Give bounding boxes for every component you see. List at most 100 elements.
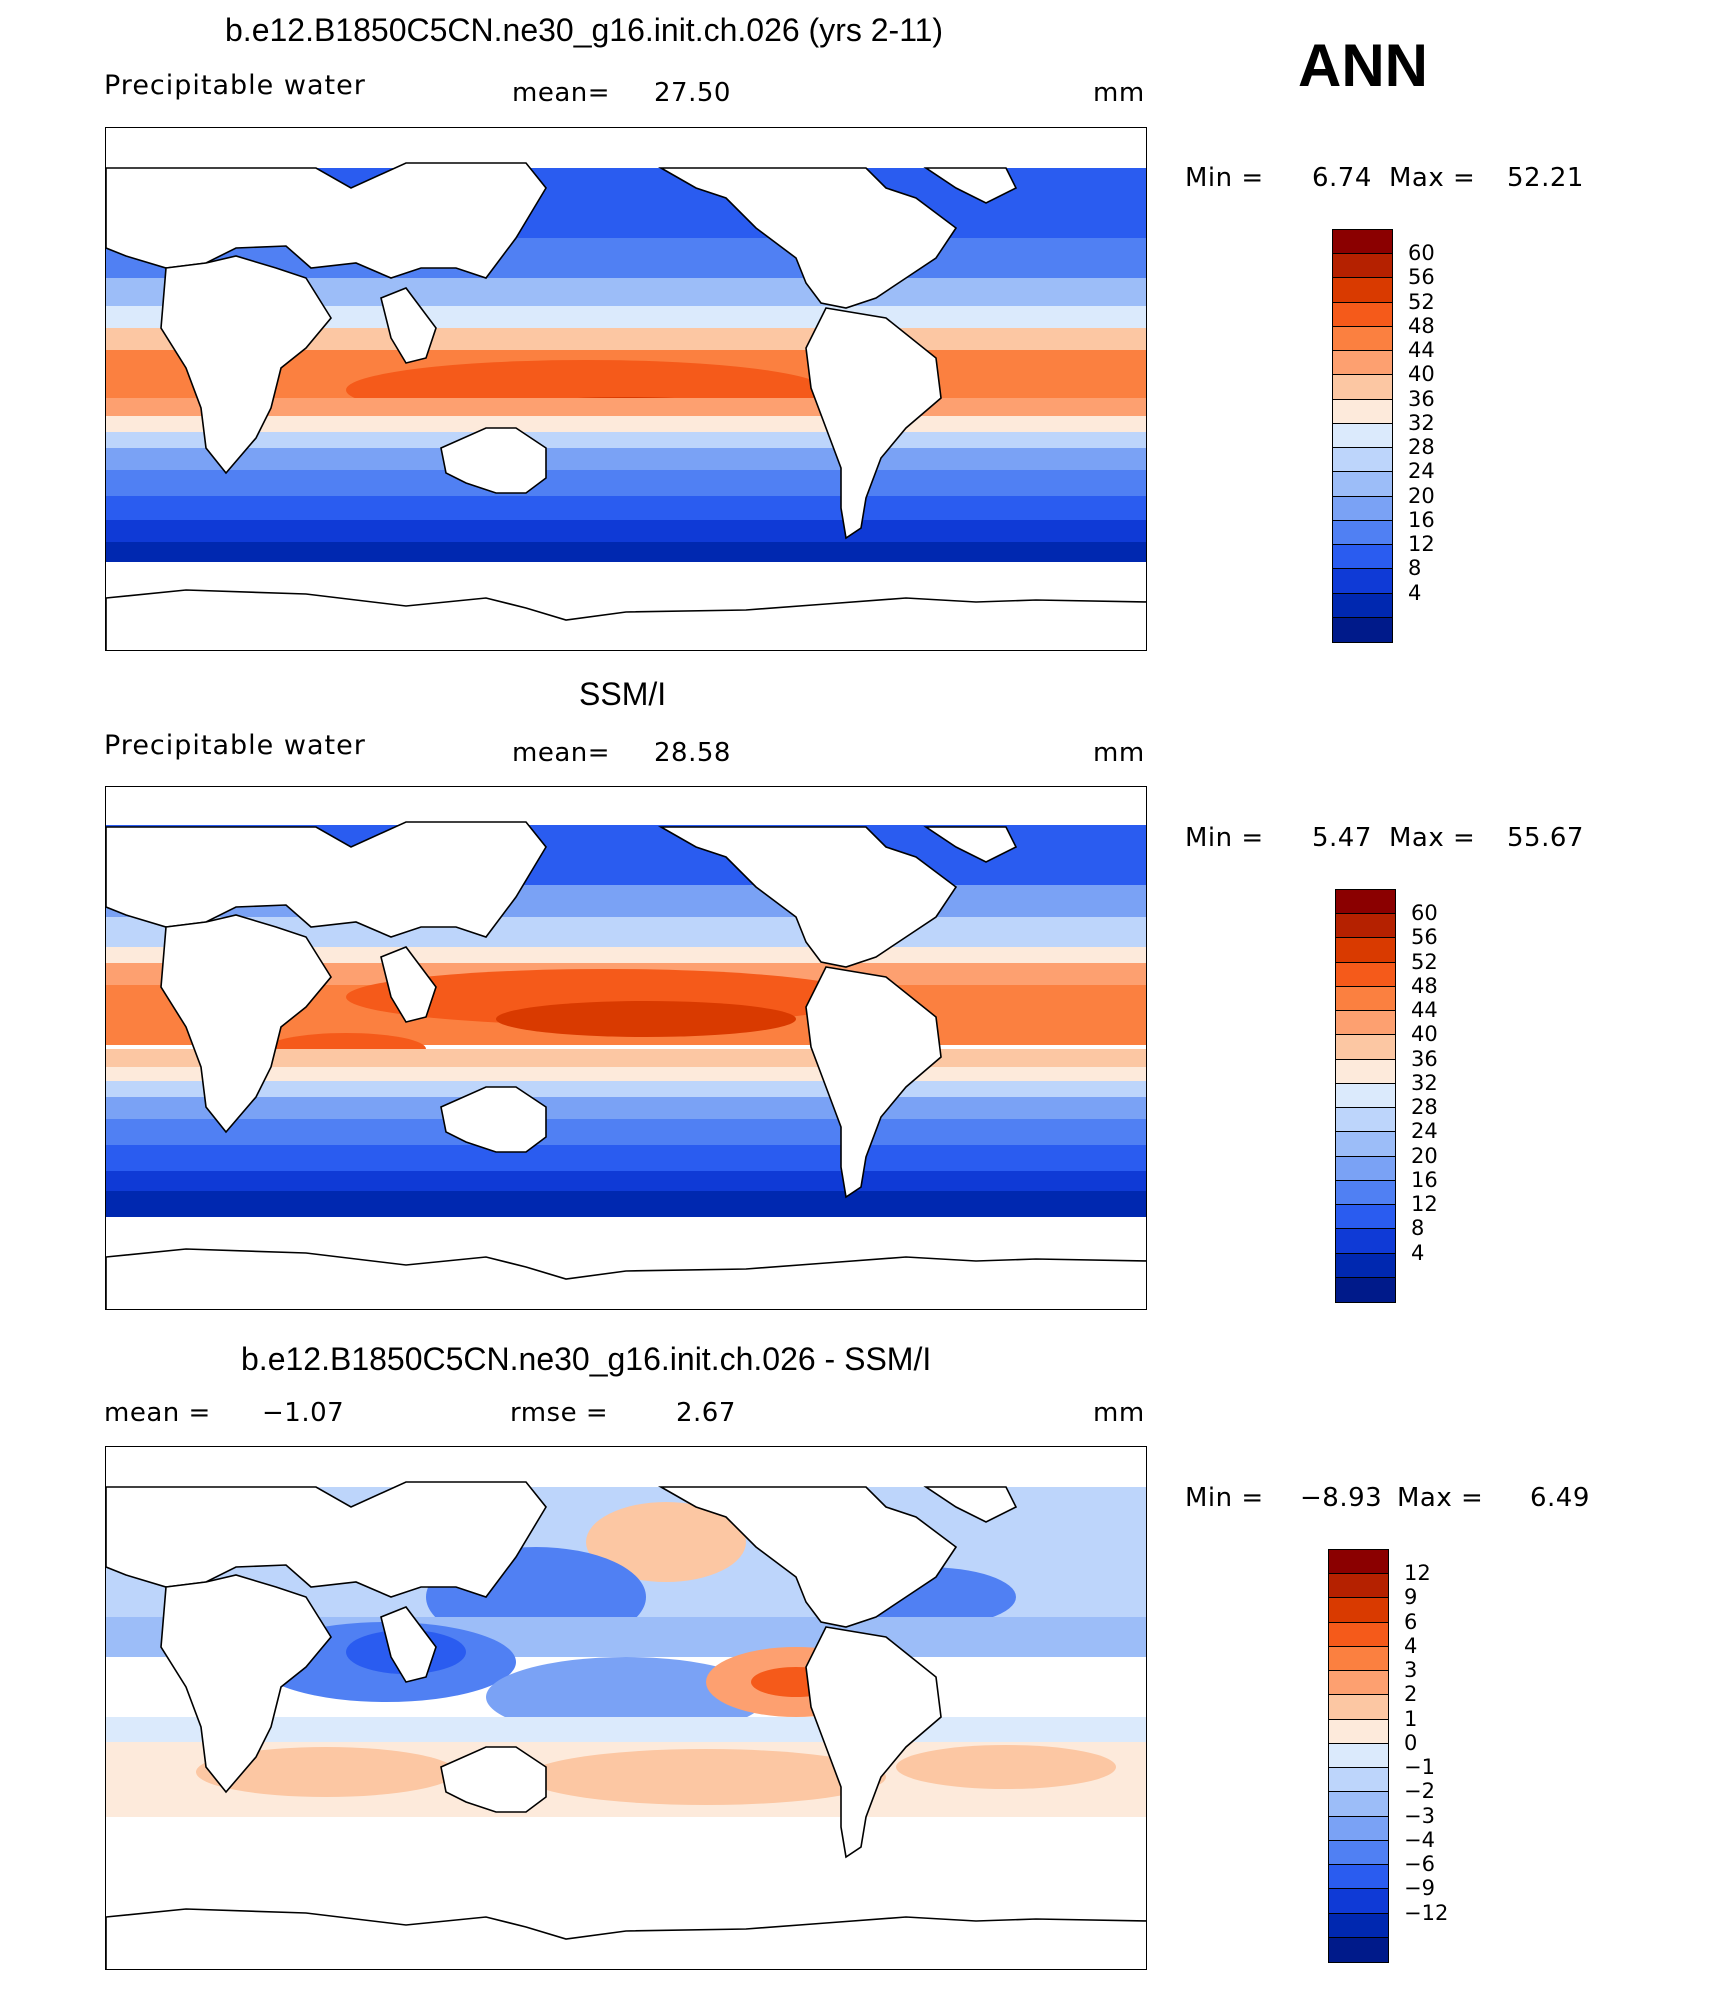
panel1-land xyxy=(106,162,1146,650)
panel2-colorbar xyxy=(1335,889,1396,1303)
colorbar-swatch xyxy=(1333,326,1392,352)
colorbar-swatch xyxy=(1336,1156,1395,1181)
colorbar-swatch xyxy=(1333,351,1392,376)
colorbar-swatch xyxy=(1336,1277,1395,1302)
panel3-min-value: −8.93 xyxy=(1300,1483,1383,1513)
colorbar-tick-label: 3 xyxy=(1404,1658,1418,1683)
panel3-rmse-label: rmse = xyxy=(510,1398,609,1428)
colorbar-tick-label: 12 xyxy=(1408,532,1435,557)
panel1-mean-label: mean= xyxy=(512,78,611,108)
colorbar-swatch xyxy=(1329,1865,1388,1890)
season-label: ANN xyxy=(1298,32,1428,99)
colorbar-swatch xyxy=(1333,545,1392,570)
colorbar-swatch xyxy=(1333,448,1392,473)
colorbar-swatch xyxy=(1329,1622,1388,1647)
colorbar-swatch xyxy=(1333,302,1392,327)
colorbar-tick-label: 6 xyxy=(1404,1609,1418,1634)
colorbar-tick-label: 40 xyxy=(1411,1022,1438,1047)
colorbar-tick-label: 32 xyxy=(1408,410,1435,435)
colorbar-swatch xyxy=(1333,496,1392,521)
colorbar-tick-label: −1 xyxy=(1404,1755,1435,1780)
colorbar-tick-label: 56 xyxy=(1411,925,1438,950)
colorbar-tick-label: 2 xyxy=(1404,1682,1418,1707)
colorbar-swatch xyxy=(1333,230,1392,255)
panel1-min-label: Min = xyxy=(1185,163,1264,193)
colorbar-swatch xyxy=(1329,1816,1388,1841)
panel2-mean-value: 28.58 xyxy=(654,738,731,768)
colorbar-tick-label: 8 xyxy=(1411,1216,1425,1241)
colorbar-tick-label: 60 xyxy=(1411,901,1438,926)
colorbar-tick-label: 1 xyxy=(1404,1706,1418,1731)
colorbar-swatch xyxy=(1336,1253,1395,1278)
colorbar-swatch xyxy=(1333,569,1392,594)
colorbar-tick-label: 24 xyxy=(1408,459,1435,484)
panel2-min-value: 5.47 xyxy=(1312,823,1372,853)
colorbar-tick-label: 12 xyxy=(1404,1561,1431,1586)
panel1-colorbar xyxy=(1332,229,1393,643)
colorbar-swatch xyxy=(1329,1889,1388,1914)
colorbar-swatch xyxy=(1329,1695,1388,1720)
panel1-max-label: Max = xyxy=(1389,163,1476,193)
colorbar-tick-label: 4 xyxy=(1408,580,1422,605)
panel3-rmse-value: 2.67 xyxy=(676,1398,736,1428)
colorbar-swatch xyxy=(1336,938,1395,963)
colorbar-swatch xyxy=(1333,375,1392,400)
colorbar-tick-label: 8 xyxy=(1408,556,1422,581)
colorbar-swatch xyxy=(1329,1646,1388,1672)
colorbar-swatch xyxy=(1329,1792,1388,1817)
colorbar-tick-label: −3 xyxy=(1404,1803,1435,1828)
colorbar-swatch xyxy=(1336,890,1395,915)
colorbar-swatch xyxy=(1333,617,1392,642)
colorbar-tick-label: 36 xyxy=(1408,386,1435,411)
colorbar-swatch xyxy=(1336,1229,1395,1254)
panel3-max-label: Max = xyxy=(1397,1483,1484,1513)
colorbar-swatch xyxy=(1329,1574,1388,1599)
panel3-mean-value: −1.07 xyxy=(262,1398,345,1428)
panel2-land xyxy=(106,821,1146,1309)
colorbar-swatch xyxy=(1336,962,1395,987)
panel3-map xyxy=(105,1446,1147,1970)
colorbar-swatch xyxy=(1329,1671,1388,1696)
colorbar-swatch xyxy=(1329,1743,1388,1769)
colorbar-tick-label: 20 xyxy=(1411,1143,1438,1168)
panel3-min-label: Min = xyxy=(1185,1483,1264,1513)
panel1-min-value: 6.74 xyxy=(1312,163,1372,193)
colorbar-tick-label: 28 xyxy=(1411,1095,1438,1120)
panel3-max-value: 6.49 xyxy=(1530,1483,1590,1513)
panel3-land xyxy=(106,1481,1146,1969)
colorbar-tick-label: 48 xyxy=(1411,973,1438,998)
colorbar-swatch xyxy=(1336,1011,1395,1036)
colorbar-tick-label: 32 xyxy=(1411,1070,1438,1095)
panel3-mean-label: mean = xyxy=(104,1398,211,1428)
panel3-title: b.e12.B1850C5CN.ne30_g16.init.ch.026 - S… xyxy=(241,1341,932,1377)
colorbar-swatch xyxy=(1336,1035,1395,1060)
panel2-title: SSM/I xyxy=(579,676,667,712)
panel2-map xyxy=(105,786,1147,1310)
colorbar-tick-label: 12 xyxy=(1411,1192,1438,1217)
colorbar-swatch xyxy=(1333,254,1392,279)
colorbar-swatch xyxy=(1336,1132,1395,1157)
panel3-units: mm xyxy=(1093,1398,1145,1428)
colorbar-swatch xyxy=(1333,593,1392,618)
colorbar-tick-label: 44 xyxy=(1408,338,1435,363)
panel2-map-svg xyxy=(106,787,1146,1309)
colorbar-swatch xyxy=(1333,399,1392,424)
colorbar-swatch xyxy=(1329,1598,1388,1623)
colorbar-swatch xyxy=(1333,423,1392,449)
colorbar-swatch xyxy=(1333,472,1392,497)
colorbar-tick-label: 28 xyxy=(1408,435,1435,460)
colorbar-tick-label: 24 xyxy=(1411,1119,1438,1144)
panel1-map-svg xyxy=(106,128,1146,650)
colorbar-tick-label: 44 xyxy=(1411,998,1438,1023)
panel1-max-value: 52.21 xyxy=(1507,163,1584,193)
panel1-mean-value: 27.50 xyxy=(654,78,731,108)
colorbar-swatch xyxy=(1329,1913,1388,1938)
panel2-max-value: 55.67 xyxy=(1507,823,1584,853)
colorbar-tick-label: 40 xyxy=(1408,362,1435,387)
colorbar-tick-label: 20 xyxy=(1408,483,1435,508)
colorbar-tick-label: 16 xyxy=(1411,1167,1438,1192)
colorbar-tick-label: 4 xyxy=(1411,1240,1425,1265)
colorbar-swatch xyxy=(1329,1768,1388,1793)
panel1-variable-label: Precipitable water xyxy=(104,70,366,101)
panel1-title: b.e12.B1850C5CN.ne30_g16.init.ch.026 (yr… xyxy=(225,12,944,48)
